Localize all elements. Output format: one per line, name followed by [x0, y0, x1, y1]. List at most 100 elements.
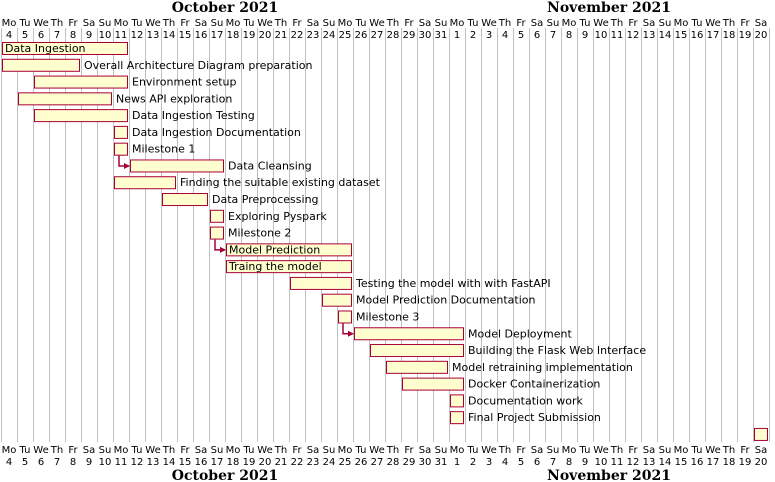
task-bar — [18, 92, 112, 106]
task-label: Model retraining implementation — [452, 361, 633, 374]
task-row: Model Prediction — [226, 243, 352, 257]
header-month-label: November 2021 — [547, 0, 671, 16]
task-row: Model Prediction Documentation — [322, 293, 535, 307]
footer-day-number: 15 — [179, 457, 192, 468]
task-bar — [338, 310, 352, 324]
task-bar — [2, 58, 80, 72]
header-day-number: 16 — [195, 30, 208, 41]
header-day-name: We — [145, 18, 160, 29]
footer-day-name: Mo — [226, 445, 241, 456]
footer-day-name: Sa — [755, 445, 767, 456]
header-day-name: Mo — [562, 18, 577, 29]
footer-month-label: November 2021 — [547, 468, 671, 482]
task-row: Model retraining implementation — [386, 360, 633, 374]
task-label: Building the Flask Web Interface — [468, 344, 646, 357]
header-day-name: We — [257, 18, 272, 29]
footer-day-name: Tu — [691, 445, 703, 456]
footer-month-label: October 2021 — [172, 468, 278, 482]
footer-day-number: 31 — [435, 457, 448, 468]
task-row: Testing the model with with FastAPI — [290, 276, 551, 290]
header-day-number: 6 — [38, 30, 44, 41]
header-day-number: 27 — [371, 30, 384, 41]
header-day-name: Mo — [226, 18, 241, 29]
task-bar — [290, 276, 352, 290]
header-day-number: 28 — [387, 30, 400, 41]
footer-day-name: Mo — [674, 445, 689, 456]
task-bar — [386, 360, 448, 374]
task-row: Exploring Pyspark — [210, 209, 327, 223]
footer-day-name: Tu — [467, 445, 479, 456]
task-label: Model Prediction — [229, 243, 320, 256]
footer-day-number: 4 — [6, 457, 12, 468]
task-row: Milestone 2 — [210, 226, 291, 240]
task-label: Documentation work — [468, 394, 584, 407]
task-row: Data Ingestion Testing — [34, 109, 255, 123]
header-day-number: 22 — [291, 30, 304, 41]
header-day-number: 20 — [259, 30, 272, 41]
task-bar — [114, 176, 176, 190]
footer-day-number: 29 — [403, 457, 416, 468]
footer-day-name: Su — [435, 445, 448, 456]
header-day-name: We — [369, 18, 384, 29]
footer-day-name: Su — [211, 445, 224, 456]
timeline-footer: Mo4Tu5We6Th7Fr8Sa9Su10Mo11Tu12We13Th14Fr… — [2, 445, 768, 482]
footer-day-number: 19 — [243, 457, 256, 468]
footer-day-number: 5 — [518, 457, 524, 468]
footer-day-name: Th — [386, 445, 399, 456]
header-day-number: 9 — [582, 30, 588, 41]
task-bar — [226, 260, 352, 274]
footer-day-name: Mo — [338, 445, 353, 456]
footer-day-number: 10 — [595, 457, 608, 468]
footer-day-name: Fr — [516, 445, 526, 456]
header-day-name: Sa — [755, 18, 767, 29]
header-day-number: 8 — [70, 30, 76, 41]
footer-day-name: Th — [162, 445, 175, 456]
header-day-name: Su — [323, 18, 336, 29]
header-day-name: Su — [435, 18, 448, 29]
header-day-name: We — [33, 18, 48, 29]
header-day-number: 14 — [163, 30, 176, 41]
footer-day-name: Sa — [307, 445, 319, 456]
footer-day-number: 24 — [323, 457, 336, 468]
task-bar — [450, 394, 464, 408]
header-day-number: 10 — [99, 30, 112, 41]
footer-day-number: 20 — [755, 457, 768, 468]
header-day-name: Th — [274, 18, 287, 29]
footer-day-number: 13 — [147, 457, 160, 468]
header-day-number: 17 — [211, 30, 224, 41]
footer-day-number: 6 — [534, 457, 540, 468]
task-row: Data Ingestion — [2, 42, 128, 55]
footer-day-name: Sa — [531, 445, 543, 456]
task-row: Model Deployment — [354, 327, 572, 341]
dependency-arrow — [118, 155, 130, 169]
header-day-number: 29 — [403, 30, 416, 41]
task-label: Exploring Pyspark — [228, 210, 327, 223]
footer-day-name: Fr — [68, 445, 78, 456]
footer-day-name: We — [145, 445, 160, 456]
header-day-name: We — [705, 18, 720, 29]
header-day-number: 13 — [643, 30, 656, 41]
header-day-number: 9 — [86, 30, 92, 41]
task-label: Model Prediction Documentation — [356, 294, 535, 307]
timeline-header: Mo4Tu5We6Th7Fr8Sa9Su10Mo11Tu12We13Th14Fr… — [2, 0, 768, 41]
task-row: Environment setup — [34, 75, 237, 89]
header-day-name: Su — [547, 18, 560, 29]
footer-day-name: Th — [50, 445, 63, 456]
header-day-number: 16 — [691, 30, 704, 41]
dependency-arrow — [342, 323, 354, 337]
header-day-name: We — [481, 18, 496, 29]
footer-day-number: 26 — [355, 457, 368, 468]
header-day-name: Fr — [516, 18, 526, 29]
footer-day-number: 30 — [419, 457, 432, 468]
footer-day-name: Su — [659, 445, 672, 456]
footer-day-number: 27 — [371, 457, 384, 468]
task-bar — [210, 209, 224, 223]
header-day-name: Mo — [338, 18, 353, 29]
task-bar — [114, 125, 128, 139]
task-label: Model Deployment — [468, 327, 572, 340]
footer-day-name: Mo — [2, 445, 17, 456]
header-day-number: 23 — [307, 30, 320, 41]
footer-day-number: 1 — [454, 457, 460, 468]
task-row: News API exploration — [18, 92, 232, 106]
task-label: Traing the model — [228, 260, 322, 273]
